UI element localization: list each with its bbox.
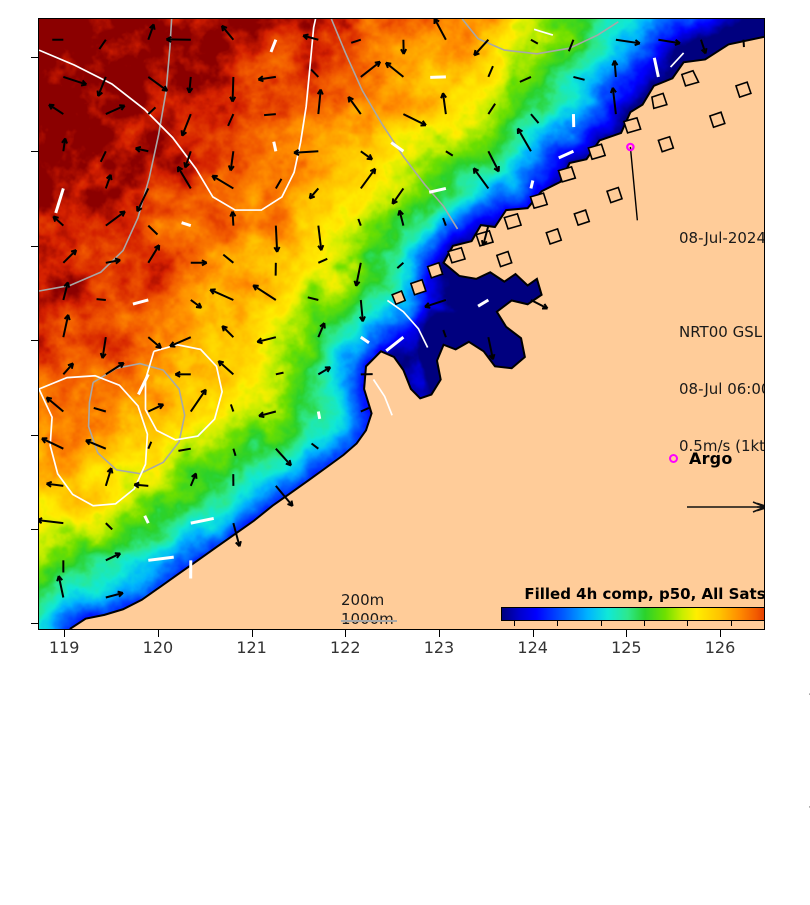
y-tick-mark	[31, 151, 38, 152]
colorbar-tick-mark	[644, 621, 645, 626]
colorbar-tick-mark	[687, 621, 688, 626]
colorbar-tick-mark	[731, 621, 732, 626]
colorbar-tick-label: 24	[591, 627, 610, 630]
x-tick-mark	[720, 630, 721, 637]
colorbar-gradient	[501, 607, 765, 621]
x-tick-mark	[252, 630, 253, 637]
y-tick-mark	[31, 623, 38, 624]
colorbar-tick-label: 28	[764, 627, 765, 630]
x-tick-mark	[64, 630, 65, 637]
x-tick-mark	[533, 630, 534, 637]
y-tick-mark	[31, 529, 38, 530]
sst-map-figure: 08-Jul-2024 16Z NRT00 GSL 08-Jul 06:00Z …	[0, 0, 810, 672]
map-plot-area[interactable]: 08-Jul-2024 16Z NRT00 GSL 08-Jul 06:00Z …	[38, 18, 765, 630]
x-tick-label: 120	[143, 638, 174, 657]
colorbar-tick-label: 27	[721, 627, 740, 630]
x-tick-label: 125	[611, 638, 642, 657]
x-tick-mark	[626, 630, 627, 637]
argo-legend: Argo	[669, 449, 733, 468]
colorbar-tick-label: 23	[548, 627, 567, 630]
colorbar: Filled 4h comp, p50, All Sats 2223242526…	[501, 607, 765, 621]
colorbar-tick-mark	[557, 621, 558, 626]
y-tick-mark	[31, 246, 38, 247]
argo-date-annotation: 08-Jul-2024 16Z	[679, 229, 765, 248]
x-tick-mark	[158, 630, 159, 637]
colorbar-tick-label: 26	[678, 627, 697, 630]
argo-marker-icon	[669, 454, 678, 463]
x-tick-mark	[439, 630, 440, 637]
x-tick-label: 119	[49, 638, 80, 657]
x-tick-label: 121	[236, 638, 267, 657]
x-tick-label: 123	[424, 638, 455, 657]
colorbar-tick-label: 25	[634, 627, 653, 630]
y-tick-mark	[31, 340, 38, 341]
colorbar-title: Filled 4h comp, p50, All Sats	[501, 585, 765, 603]
product-annotation-block: NRT00 GSL 08-Jul 06:00Z 0.5m/s (1kt 24h)	[679, 285, 765, 554]
colorbar-tick-label: 22	[504, 627, 523, 630]
bathymetry-key: 200m 1000m	[341, 591, 394, 629]
bathy-200m-label: 200m	[341, 591, 394, 610]
product-time-text: 08-Jul 06:00Z	[679, 380, 765, 399]
argo-legend-label: Argo	[689, 449, 733, 468]
colorbar-tick-mark	[601, 621, 602, 626]
bathy-200m-sample-line	[341, 620, 397, 622]
x-tick-label: 122	[330, 638, 361, 657]
x-tick-mark	[345, 630, 346, 637]
y-tick-mark	[31, 57, 38, 58]
y-tick-mark	[31, 435, 38, 436]
product-name-text: NRT00 GSL	[679, 323, 765, 342]
x-tick-label: 126	[705, 638, 736, 657]
x-tick-label: 124	[517, 638, 548, 657]
sst-heatmap-layer	[39, 19, 764, 629]
vector-scale-arrow-icon	[685, 498, 765, 516]
colorbar-tick-mark	[514, 621, 515, 626]
